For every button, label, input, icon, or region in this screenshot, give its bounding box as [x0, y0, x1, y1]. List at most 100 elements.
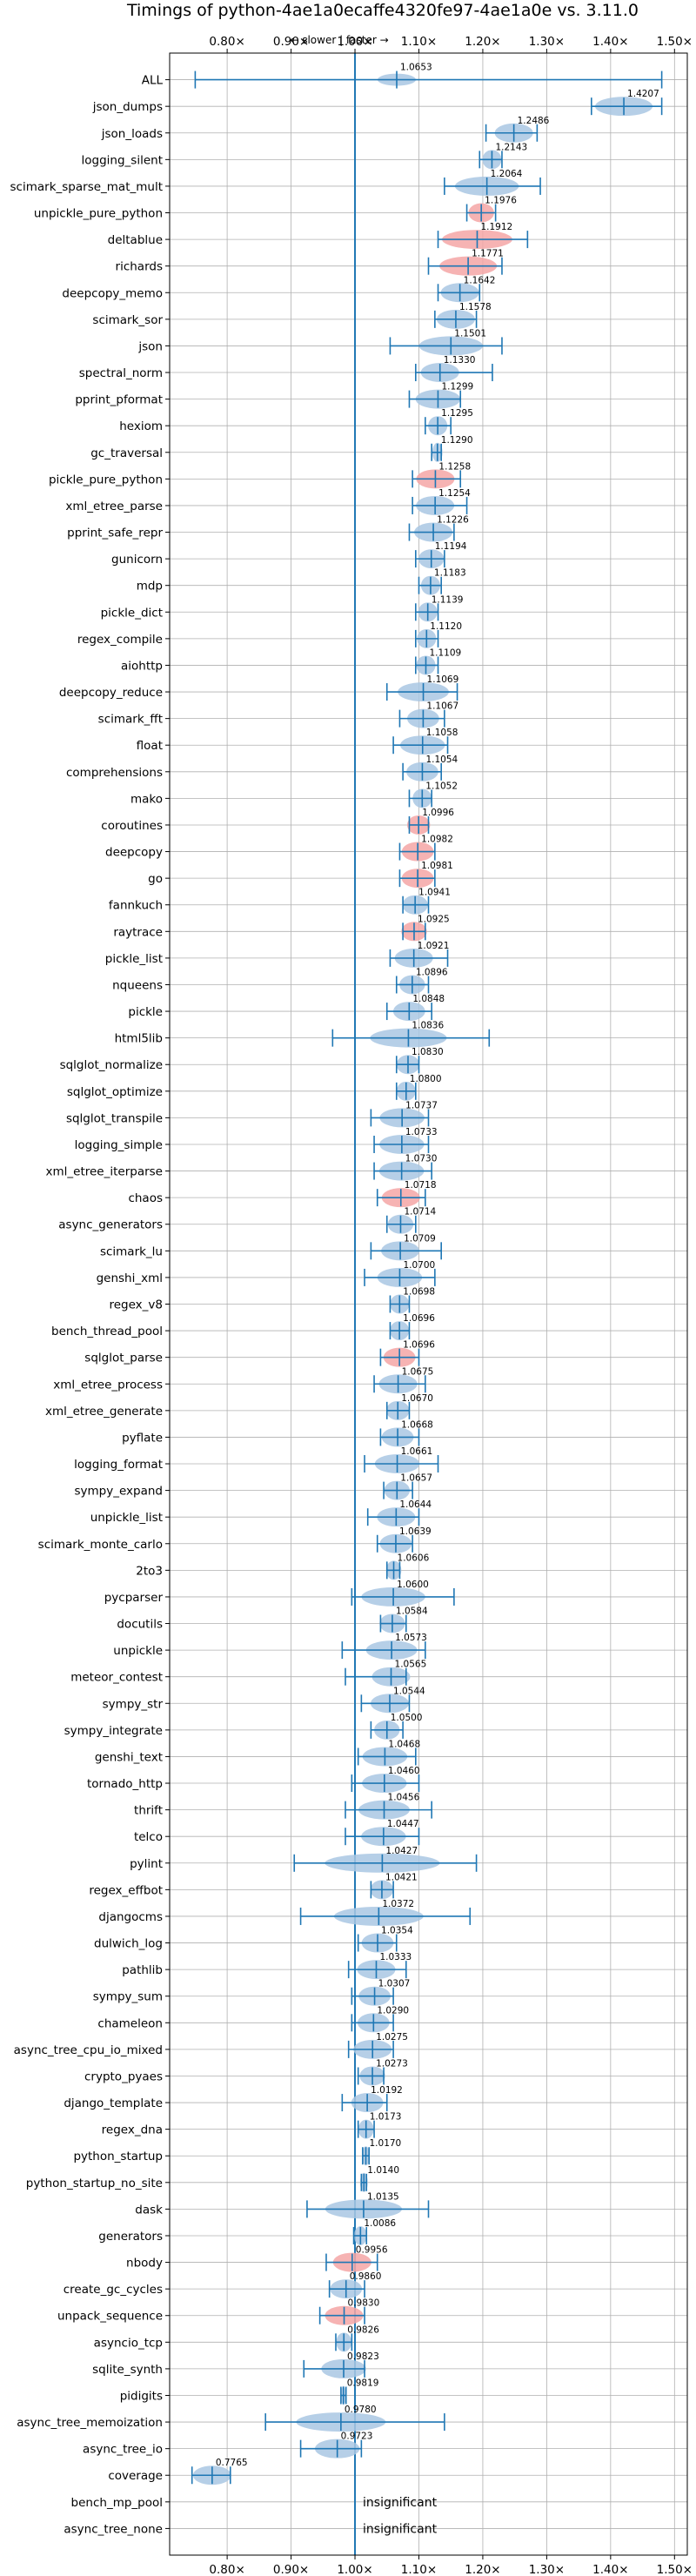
y-tick-label: pickle_list: [105, 952, 163, 966]
y-tick-label: aiohttp: [121, 659, 163, 673]
value-label: 1.0468: [388, 1739, 420, 1749]
value-label: 1.0718: [405, 1180, 437, 1191]
value-label: 1.0730: [405, 1154, 438, 1164]
slower-faster-annotation: ← slower | faster →: [290, 34, 388, 46]
y-tick-label: pprint_safe_repr: [67, 527, 163, 540]
y-tick-label: genshi_xml: [97, 1271, 163, 1285]
y-tick-label: pprint_pformat: [75, 393, 163, 407]
y-tick-label: json: [137, 339, 163, 353]
value-label: 1.0421: [385, 1872, 418, 1882]
value-label: 1.1067: [426, 701, 458, 712]
y-tick-label: json_dumps: [92, 100, 163, 114]
y-tick-label: asyncio_tcp: [94, 2336, 163, 2350]
value-label: 1.1295: [441, 408, 473, 419]
y-tick-label: async_generators: [58, 1218, 163, 1232]
value-label: 1.0606: [398, 1553, 430, 1563]
y-tick-label: python_startup: [73, 2150, 163, 2163]
x-tick-label-bottom: 1.10×: [401, 2563, 437, 2576]
y-tick-label: thrift: [134, 1804, 163, 1818]
value-label: 1.0670: [401, 1393, 433, 1404]
value-label: 1.0584: [396, 1607, 428, 1617]
value-label: 1.0290: [377, 2005, 409, 2016]
y-tick-label: chaos: [128, 1191, 163, 1205]
y-tick-label: regex_compile: [77, 633, 163, 647]
x-tick-label-top: 1.10×: [401, 35, 437, 49]
value-label: 0.9956: [356, 2245, 388, 2256]
plot-frame: [169, 52, 688, 2556]
value-label: 1.0173: [370, 2112, 402, 2123]
value-label: 1.0714: [404, 1207, 436, 1218]
value-label: 1.0600: [397, 1580, 429, 1590]
y-tick-label: sqlite_synth: [92, 2363, 163, 2377]
value-label: 1.1290: [441, 435, 473, 446]
y-tick-label: regex_v8: [109, 1298, 163, 1312]
y-tick-label: async_tree_io: [83, 2443, 163, 2457]
value-label: 1.0427: [385, 1846, 418, 1856]
y-tick-label: bench_thread_pool: [51, 1325, 163, 1338]
value-label: 0.9860: [350, 2271, 382, 2282]
value-label: 1.1330: [444, 355, 476, 366]
value-label: 1.0661: [401, 1446, 433, 1457]
value-label: 0.9723: [341, 2432, 373, 2442]
y-tick-label: raytrace: [113, 925, 163, 939]
value-label: 0.7765: [216, 2458, 248, 2468]
value-label: 1.0737: [405, 1100, 438, 1110]
y-tick-label: python_startup_no_site: [26, 2177, 163, 2190]
y-tick-label: json_loads: [101, 127, 163, 141]
x-tick-label-bottom: 1.20×: [465, 2563, 500, 2576]
value-label: 1.0675: [402, 1366, 434, 1377]
value-label: 1.0696: [403, 1340, 435, 1351]
y-tick-label: genshi_text: [95, 1750, 163, 1764]
value-label: 1.0135: [367, 2191, 399, 2202]
x-tick-label-top: 1.30×: [529, 35, 565, 49]
y-tick-label: dask: [135, 2203, 163, 2217]
value-label: 1.1258: [438, 461, 471, 472]
y-tick-label: async_tree_none: [64, 2522, 163, 2536]
value-label: 1.0668: [401, 1419, 433, 1430]
value-label: 1.0447: [387, 1819, 419, 1829]
value-label: 1.0460: [388, 1766, 420, 1776]
value-label: 1.1976: [485, 196, 517, 206]
y-tick-label: coroutines: [101, 819, 163, 833]
x-tick-label-bottom: 1.00×: [337, 2563, 372, 2576]
value-label: 1.0896: [416, 967, 448, 977]
y-tick-label: async_tree_cpu_io_mixed: [14, 2043, 163, 2057]
value-label: 1.1299: [441, 382, 473, 392]
y-tick-label: telco: [134, 1830, 163, 1844]
y-tick-label: crypto_pyaes: [84, 2070, 163, 2083]
value-label: 1.0307: [378, 1979, 411, 1989]
y-tick-label: mako: [130, 792, 163, 806]
insignificant-label: insignificant: [363, 2522, 438, 2536]
value-label: 1.0982: [421, 835, 453, 845]
y-tick-label: logging_silent: [82, 153, 163, 167]
value-label: 1.1194: [435, 541, 467, 552]
y-tick-label: pyflate: [122, 1431, 163, 1445]
value-label: 1.1578: [459, 302, 492, 312]
value-label: 1.1054: [425, 755, 458, 765]
value-label: 0.9819: [347, 2378, 379, 2388]
y-tick-label: pickle_dict: [101, 606, 163, 620]
value-label: 1.1501: [454, 328, 486, 339]
y-tick-label: regex_effbot: [89, 1883, 163, 1897]
value-label: 1.1069: [427, 674, 459, 685]
value-label: 1.2143: [495, 142, 527, 152]
value-label: 1.0644: [399, 1499, 432, 1510]
y-tick-label: comprehensions: [66, 766, 163, 780]
y-tick-label: float: [137, 739, 163, 753]
y-tick-label: djangocms: [98, 1910, 163, 1924]
y-tick-label: pycparser: [104, 1591, 164, 1605]
value-label: 1.0500: [391, 1713, 423, 1723]
value-label: 1.0086: [364, 2218, 396, 2229]
y-tick-label: sqlglot_normalize: [60, 1058, 163, 1072]
y-tick-label: generators: [98, 2230, 163, 2244]
x-tick-label-bottom: 1.40×: [592, 2563, 628, 2576]
y-tick-label: deltablue: [108, 233, 163, 247]
y-tick-label: nqueens: [112, 978, 163, 992]
y-tick-label: gunicorn: [111, 553, 163, 567]
value-label: 1.0333: [379, 1952, 412, 1962]
y-tick-label: deepcopy: [105, 846, 163, 860]
insignificant-label: insignificant: [363, 2496, 438, 2510]
value-label: 1.0275: [376, 2032, 408, 2043]
y-tick-label: logging_simple: [75, 1138, 163, 1152]
